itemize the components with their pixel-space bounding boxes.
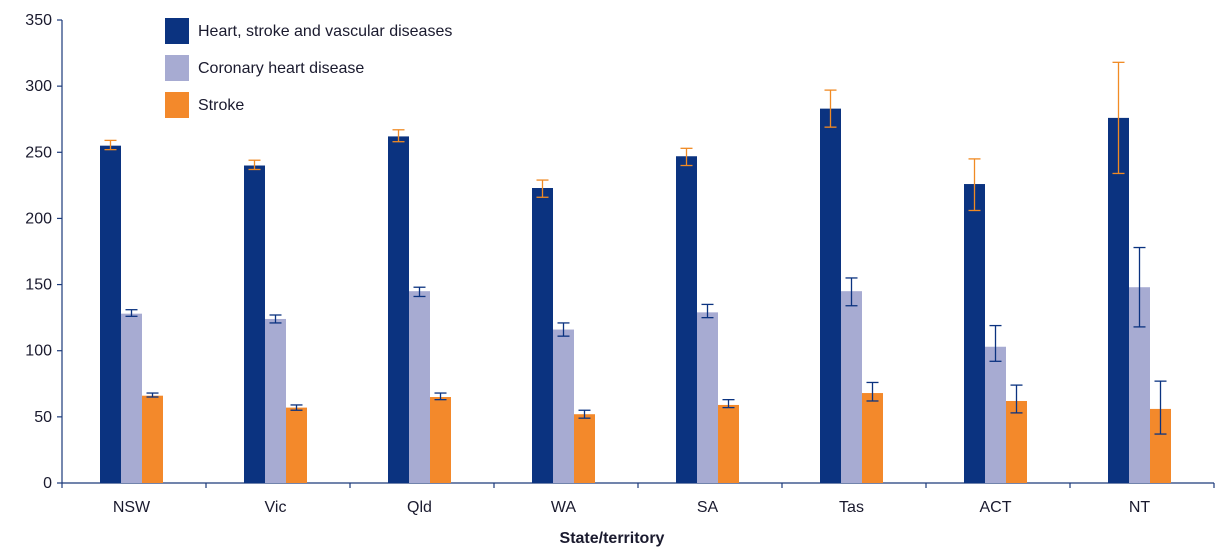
- legend-label: Stroke: [198, 97, 244, 114]
- x-tick-label: WA: [551, 499, 577, 516]
- bar: [100, 145, 121, 483]
- y-tick-label: 200: [25, 210, 52, 227]
- bar: [409, 291, 430, 483]
- bar: [985, 346, 1006, 483]
- legend-swatch: [165, 18, 189, 44]
- legend-label: Heart, stroke and vascular diseases: [198, 23, 452, 40]
- bar: [697, 312, 718, 483]
- x-tick-label: NT: [1129, 499, 1151, 516]
- bar: [265, 318, 286, 483]
- bar: [676, 156, 697, 484]
- bar: [430, 397, 451, 483]
- y-tick-label: 150: [25, 277, 52, 294]
- y-tick-label: 50: [34, 409, 52, 426]
- legend-swatch: [165, 92, 189, 118]
- bar: [574, 414, 595, 483]
- error-bars: [104, 61, 1167, 435]
- bar: [1006, 400, 1027, 483]
- y-tick-label: 250: [25, 144, 52, 161]
- bar: [841, 291, 862, 483]
- bar: [532, 188, 553, 483]
- y-tick-label: 300: [25, 78, 52, 95]
- x-tick-label: Qld: [407, 499, 432, 516]
- x-tick-label: SA: [697, 499, 719, 516]
- bar: [964, 184, 985, 483]
- legend-label: Coronary heart disease: [198, 60, 364, 77]
- x-tick-label: ACT: [980, 499, 1012, 516]
- bar: [121, 313, 142, 483]
- axes: 0 50 100 150 200 250 300 350 NSW Vic Qld WA SA Tas ACT…: [25, 12, 1215, 516]
- bar: [286, 407, 307, 483]
- legend: Heart, stroke and vascular diseases Coron…: [165, 18, 452, 118]
- bar: [718, 404, 739, 483]
- y-tick-label: 0: [43, 475, 52, 492]
- bar: [1150, 408, 1171, 483]
- x-tick-label: NSW: [113, 499, 151, 516]
- y-tick-label: 350: [25, 12, 52, 29]
- bar: [553, 329, 574, 483]
- bars: [100, 108, 1171, 484]
- bar: [820, 108, 841, 483]
- bar: [1108, 117, 1129, 484]
- bar: [388, 136, 409, 483]
- legend-swatch: [165, 55, 189, 81]
- y-tick-label: 100: [25, 343, 52, 360]
- bar: [142, 395, 163, 483]
- x-tick-label: Vic: [265, 499, 287, 516]
- bar: [862, 393, 883, 483]
- x-axis-title: State/territory: [560, 530, 665, 547]
- x-tick-label: Tas: [839, 499, 864, 516]
- bar: [244, 165, 265, 483]
- bar: [1129, 287, 1150, 483]
